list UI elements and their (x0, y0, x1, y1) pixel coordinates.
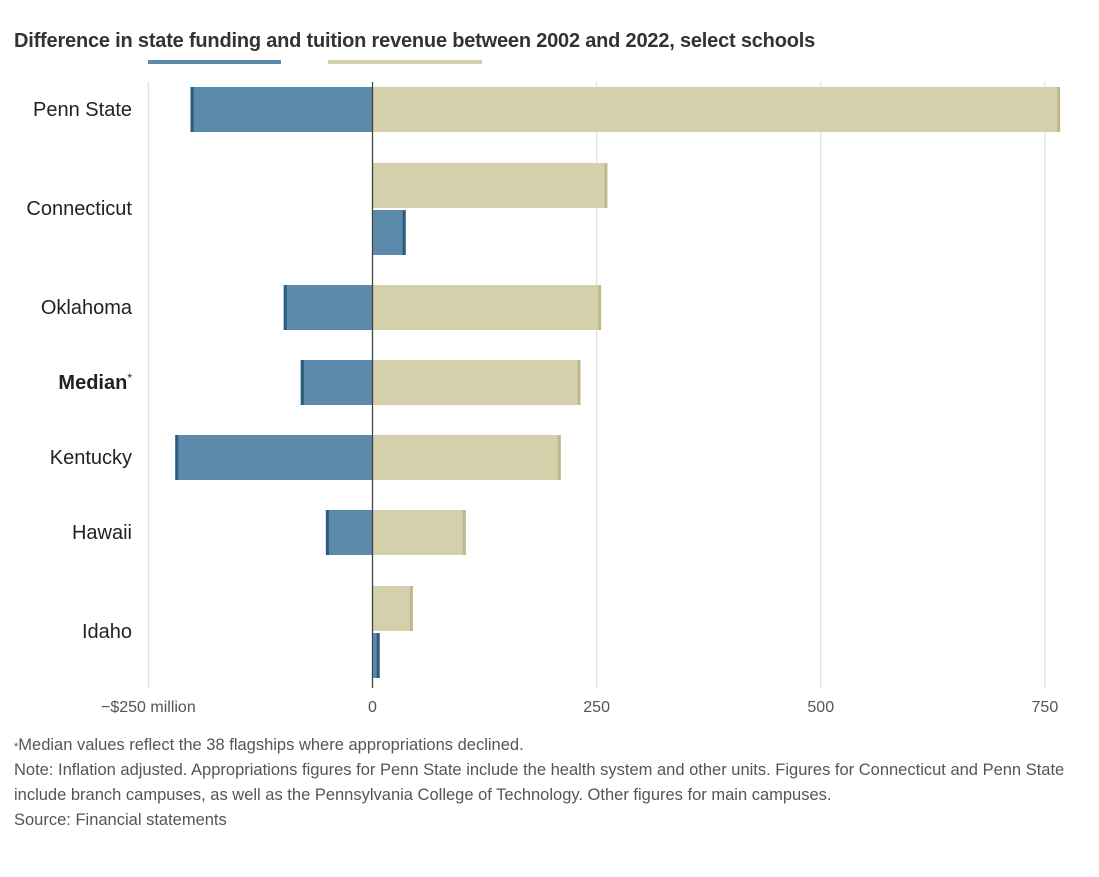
tuition-bar (372, 285, 602, 330)
tuition-bar-edge (598, 285, 602, 330)
x-tick-label: 500 (807, 699, 834, 716)
state-funding-bar (283, 285, 373, 330)
tuition-bar-edge (557, 435, 561, 480)
tuition-bar (372, 163, 608, 208)
state-funding-bar-edge (190, 87, 194, 132)
state-funding-bar (325, 510, 373, 555)
state-funding-bar (300, 360, 373, 405)
state-funding-bar-edge (376, 633, 380, 678)
state-funding-bar-edge (283, 285, 287, 330)
tuition-bar (372, 87, 1061, 132)
x-tick-label: 750 (1032, 699, 1059, 716)
tuition-bar (372, 435, 561, 480)
tuition-bar-edge (604, 163, 608, 208)
tuition-bar-edge (462, 510, 466, 555)
footnote-mark: * (14, 741, 19, 753)
tuition-bar-edge (577, 360, 581, 405)
state-funding-bar-edge (402, 210, 406, 255)
category-label: Oklahoma (41, 297, 133, 319)
chart-notes: *Median values reflect the 38 flagships … (14, 733, 1074, 833)
source-text: Source: Financial statements (14, 811, 227, 829)
x-tick-label: −$250 million (101, 699, 196, 716)
category-label: Connecticut (26, 198, 132, 220)
x-tick-label: 0 (368, 699, 377, 716)
x-tick-label: 250 (583, 699, 610, 716)
legend-state-funding-swatch (148, 60, 281, 64)
note-text: Note: Inflation adjusted. Appropriations… (14, 761, 1065, 804)
state-funding-bar-edge (325, 510, 329, 555)
tuition-bar (372, 360, 581, 405)
tuition-bar (372, 510, 466, 555)
tuition-bar (372, 586, 413, 631)
category-label: Idaho (82, 621, 132, 643)
category-label: Median* (58, 371, 132, 394)
legend-tuition-swatch (328, 60, 482, 64)
footnote: *Median values reflect the 38 flagships … (14, 736, 524, 754)
state-funding-bar (190, 87, 373, 132)
state-funding-bar-edge (300, 360, 304, 405)
bar-chart: −$250 million 0 250 500 750 Penn State Connect… (26, 82, 1061, 716)
state-funding-bar (175, 435, 373, 480)
tuition-bar-edge (409, 586, 413, 631)
category-label: Hawaii (72, 522, 132, 544)
state-funding-bar (372, 210, 406, 255)
state-funding-bar (372, 633, 380, 678)
tuition-bar-edge (1057, 87, 1061, 132)
category-label: Penn State (33, 99, 132, 121)
state-funding-bar-edge (175, 435, 179, 480)
category-label: Kentucky (50, 447, 132, 469)
chart-title: Difference in state funding and tuition … (14, 30, 816, 52)
